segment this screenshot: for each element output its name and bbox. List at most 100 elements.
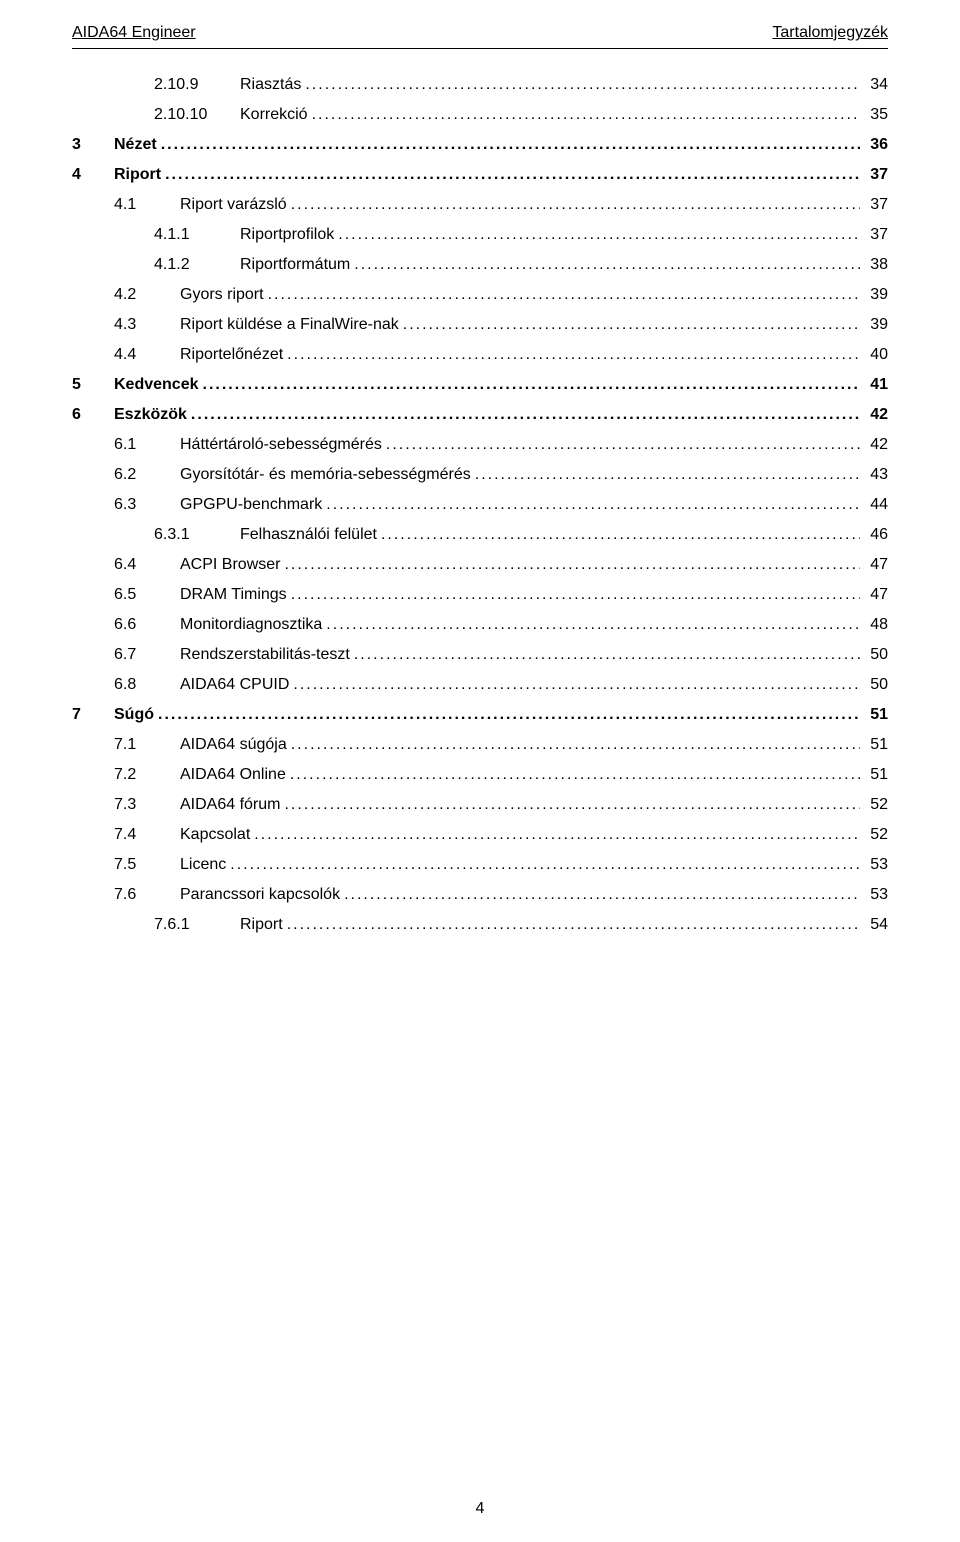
toc-entry: 6.5DRAM Timings.........................…	[72, 587, 888, 603]
toc-entry: 7.5Licenc...............................…	[72, 857, 888, 873]
toc-leader-dots: ........................................…	[286, 767, 860, 783]
toc-entry: 4.2Gyors riport.........................…	[72, 287, 888, 303]
toc-entry-title: Eszközök	[114, 407, 187, 423]
toc-entry-page: 48	[860, 617, 888, 633]
toc-entry-page: 39	[860, 317, 888, 333]
toc-entry-number: 5	[72, 377, 114, 393]
toc-entry-number: 6.8	[72, 677, 180, 693]
toc-entry-title: Gyors riport	[180, 287, 264, 303]
toc-entry: 4.4Riportelőnézet.......................…	[72, 347, 888, 363]
toc-entry-title: Monitordiagnosztika	[180, 617, 322, 633]
toc-entry-title: Riportprofilok	[240, 227, 334, 243]
toc-leader-dots: ........................................…	[382, 437, 860, 453]
toc-entry-title: Riport küldése a FinalWire-nak	[180, 317, 399, 333]
toc-leader-dots: ........................................…	[377, 527, 860, 543]
toc-entry-page: 51	[860, 707, 888, 723]
toc-entry-page: 47	[860, 587, 888, 603]
toc-leader-dots: ........................................…	[280, 557, 860, 573]
toc-entry-title: Háttértároló-sebességmérés	[180, 437, 382, 453]
toc-leader-dots: ........................................…	[287, 737, 860, 753]
toc-entry-number: 6.1	[72, 437, 180, 453]
toc-leader-dots: ........................................…	[301, 77, 860, 93]
toc-leader-dots: ........................................…	[308, 107, 860, 123]
toc-entry: 6.3.1Felhasználói felület...............…	[72, 527, 888, 543]
toc-entry-title: Riportelőnézet	[180, 347, 283, 363]
toc-entry-number: 6.7	[72, 647, 180, 663]
toc-leader-dots: ........................................…	[340, 887, 860, 903]
toc-entry-page: 42	[860, 407, 888, 423]
toc-leader-dots: ........................................…	[334, 227, 860, 243]
toc-entry-page: 40	[860, 347, 888, 363]
toc-entry: 4.3Riport küldése a FinalWire-nak.......…	[72, 317, 888, 333]
toc-entry-page: 53	[860, 857, 888, 873]
toc-entry-title: Rendszerstabilitás-teszt	[180, 647, 350, 663]
toc-entry: 4Riport.................................…	[72, 167, 888, 183]
toc-entry-page: 36	[860, 137, 888, 153]
toc-entry-number: 7.1	[72, 737, 180, 753]
toc-entry-number: 2.10.9	[72, 77, 240, 93]
toc-entry-title: Riport	[114, 167, 161, 183]
toc-entry-page: 53	[860, 887, 888, 903]
toc-entry-number: 3	[72, 137, 114, 153]
toc-entry-page: 44	[860, 497, 888, 513]
toc-entry-number: 6	[72, 407, 114, 423]
toc-entry-number: 4.2	[72, 287, 180, 303]
toc-entry-title: Riportformátum	[240, 257, 350, 273]
toc-entry-number: 4.1.2	[72, 257, 240, 273]
toc-entry-number: 7	[72, 707, 114, 723]
toc-entry-number: 6.3	[72, 497, 180, 513]
toc-entry: 7.6.1Riport.............................…	[72, 917, 888, 933]
toc-entry-page: 37	[860, 167, 888, 183]
toc-leader-dots: ........................................…	[161, 167, 860, 183]
toc-entry: 2.10.9Riasztás..........................…	[72, 77, 888, 93]
toc-entry-number: 6.6	[72, 617, 180, 633]
toc-entry-page: 51	[860, 737, 888, 753]
toc-entry-page: 39	[860, 287, 888, 303]
toc-leader-dots: ........................................…	[322, 497, 860, 513]
toc-leader-dots: ........................................…	[250, 827, 860, 843]
header-rule	[72, 48, 888, 49]
toc-entry-number: 7.6.1	[72, 917, 240, 933]
toc-entry: 4.1.1Riportprofilok.....................…	[72, 227, 888, 243]
toc-entry-page: 35	[860, 107, 888, 123]
toc-leader-dots: ........................................…	[471, 467, 860, 483]
page-number: 4	[476, 1500, 485, 1517]
toc-leader-dots: ........................................…	[287, 197, 860, 213]
toc-entry: 2.10.10Korrekció........................…	[72, 107, 888, 123]
toc-leader-dots: ........................................…	[199, 377, 861, 393]
toc-leader-dots: ........................................…	[157, 137, 860, 153]
toc-entry-number: 7.6	[72, 887, 180, 903]
toc-entry: 6.8AIDA64 CPUID.........................…	[72, 677, 888, 693]
toc-leader-dots: ........................................…	[322, 617, 860, 633]
toc-leader-dots: ........................................…	[154, 707, 860, 723]
toc-entry-page: 38	[860, 257, 888, 273]
toc-entry: 6Eszközök...............................…	[72, 407, 888, 423]
toc-entry-page: 41	[860, 377, 888, 393]
toc-entry-title: Parancssori kapcsolók	[180, 887, 340, 903]
toc-entry-number: 7.5	[72, 857, 180, 873]
toc-entry: 3Nézet..................................…	[72, 137, 888, 153]
toc-entry: 6.6Monitordiagnosztika..................…	[72, 617, 888, 633]
toc-entry-title: Korrekció	[240, 107, 308, 123]
toc-entry-number: 6.2	[72, 467, 180, 483]
toc-entry-page: 50	[860, 647, 888, 663]
toc-entry: 7.2AIDA64 Online........................…	[72, 767, 888, 783]
toc-entry-title: DRAM Timings	[180, 587, 287, 603]
toc-entry: 7.4Kapcsolat............................…	[72, 827, 888, 843]
toc-entry-page: 50	[860, 677, 888, 693]
toc-entry-page: 52	[860, 797, 888, 813]
toc-entry: 6.1Háttértároló-sebességmérés...........…	[72, 437, 888, 453]
toc-entry: 7.6Parancssori kapcsolók................…	[72, 887, 888, 903]
toc-entry-number: 4.1	[72, 197, 180, 213]
toc-leader-dots: ........................................…	[350, 257, 860, 273]
toc-entry-title: Felhasználói felület	[240, 527, 377, 543]
toc-entry-page: 37	[860, 197, 888, 213]
toc-entry-title: Kapcsolat	[180, 827, 250, 843]
toc-entry-page: 37	[860, 227, 888, 243]
toc-entry-title: AIDA64 súgója	[180, 737, 287, 753]
toc-entry-page: 51	[860, 767, 888, 783]
toc-entry-page: 47	[860, 557, 888, 573]
toc-entry-number: 7.2	[72, 767, 180, 783]
toc-entry-title: GPGPU-benchmark	[180, 497, 322, 513]
toc-entry-title: AIDA64 fórum	[180, 797, 280, 813]
